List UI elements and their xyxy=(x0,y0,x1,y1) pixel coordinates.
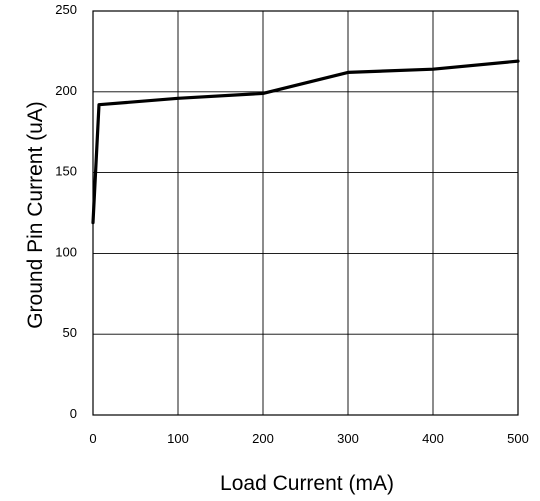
y-tick-labels: 0 50 100 150 200 250 xyxy=(55,2,77,421)
x-axis-title: Load Current (mA) xyxy=(220,472,394,495)
y-axis-title: Ground Pin Current (uA) xyxy=(24,101,47,329)
x-tick-label: 0 xyxy=(89,431,96,446)
y-tick-label: 0 xyxy=(70,406,77,421)
series-line xyxy=(91,59,520,225)
x-tick-labels: 0 100 200 300 400 500 xyxy=(89,431,528,446)
y-tick-label: 100 xyxy=(55,244,77,259)
x-tick-label: 200 xyxy=(252,431,274,446)
y-tick-label: 50 xyxy=(63,325,77,340)
x-tick-label: 100 xyxy=(167,431,189,446)
y-tick-label: 250 xyxy=(55,2,77,17)
y-tick-label: 200 xyxy=(55,83,77,98)
grid-lines xyxy=(92,10,519,416)
series-layer xyxy=(91,59,520,225)
x-tick-label: 300 xyxy=(337,431,359,446)
plot-area xyxy=(92,10,519,416)
x-tick-label: 400 xyxy=(422,431,444,446)
x-tick-label: 500 xyxy=(507,431,529,446)
y-tick-label: 150 xyxy=(55,164,77,179)
